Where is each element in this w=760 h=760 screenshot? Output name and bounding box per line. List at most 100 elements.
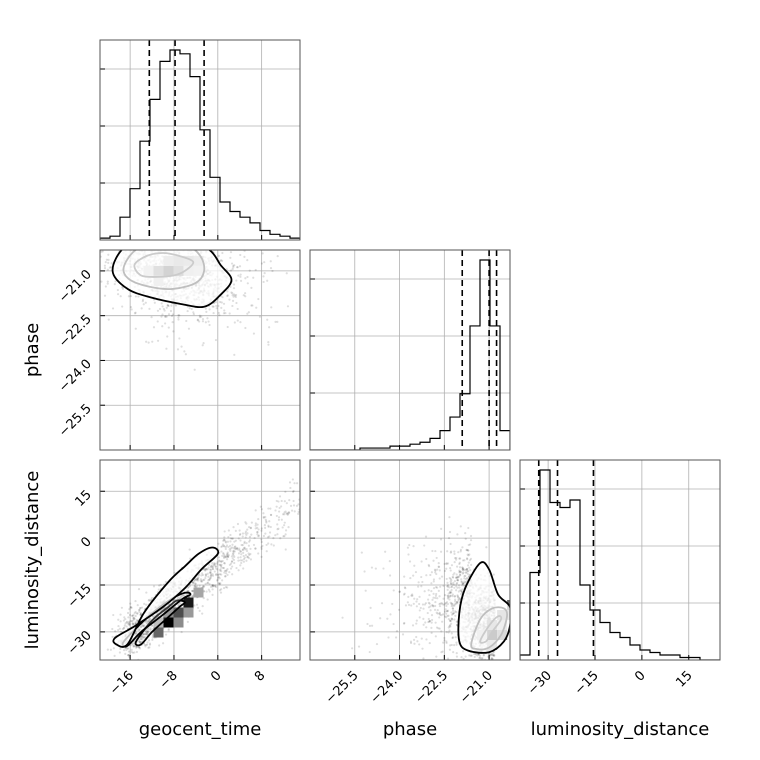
scatter-point xyxy=(217,556,221,559)
scatter-point xyxy=(206,317,209,320)
scatter-point xyxy=(126,611,130,615)
scatter-point xyxy=(442,597,445,600)
scatter-point xyxy=(461,582,464,585)
scatter-point xyxy=(229,251,233,254)
scatter-point xyxy=(421,603,425,606)
scatter-point xyxy=(177,604,180,607)
scatter-point xyxy=(239,279,243,283)
scatter-point xyxy=(437,565,440,568)
scatter-point xyxy=(238,547,241,550)
scatter-point xyxy=(134,621,137,624)
scatter-point xyxy=(204,574,207,578)
scatter-point xyxy=(123,624,126,627)
scatter-point xyxy=(142,633,145,636)
scatter-point xyxy=(450,591,453,594)
scatter-point xyxy=(252,332,256,335)
scatter-point xyxy=(134,599,137,603)
scatter-point xyxy=(485,546,488,549)
scatter-point xyxy=(459,525,462,528)
scatter-point xyxy=(227,536,230,539)
scatter-point xyxy=(407,553,410,556)
scatter-point xyxy=(123,626,126,629)
scatter-point xyxy=(434,596,437,600)
scatter-point xyxy=(146,631,149,634)
scatter-point xyxy=(200,579,203,582)
scatter-point xyxy=(244,530,248,533)
scatter-point xyxy=(246,555,249,558)
scatter-point xyxy=(223,575,227,578)
scatter-point xyxy=(142,624,145,627)
scatter-point xyxy=(129,602,132,605)
scatter-point xyxy=(493,654,496,657)
scatter-point xyxy=(268,326,271,329)
scatter-point xyxy=(201,344,204,347)
scatter-point xyxy=(270,543,273,546)
scatter-point xyxy=(219,582,222,585)
scatter-point xyxy=(406,601,409,604)
scatter-point xyxy=(112,647,115,650)
scatter-point xyxy=(190,595,193,598)
scatter-point xyxy=(245,522,248,525)
scatter-point xyxy=(148,618,151,622)
scatter-point xyxy=(440,602,443,605)
scatter-point xyxy=(140,638,143,641)
scatter-point xyxy=(493,653,496,656)
scatter-point xyxy=(444,602,447,605)
scatter-point xyxy=(196,577,200,580)
scatter-point xyxy=(107,261,110,264)
scatter-point xyxy=(293,482,296,485)
scatter-point xyxy=(462,582,465,585)
scatter-point xyxy=(448,586,451,589)
scatter-point xyxy=(447,631,450,634)
scatter-point xyxy=(458,566,462,569)
scatter-point xyxy=(221,566,225,570)
scatter-point xyxy=(418,643,421,646)
scatter-point xyxy=(147,618,150,621)
scatter-point xyxy=(233,264,236,267)
scatter-point xyxy=(445,612,448,615)
scatter-point xyxy=(404,604,408,607)
scatter-point xyxy=(122,649,126,652)
scatter-point xyxy=(369,606,372,609)
scatter-point xyxy=(260,527,263,530)
scatter-point xyxy=(245,542,248,545)
scatter-point xyxy=(243,546,246,549)
scatter-point xyxy=(455,589,458,592)
scatter-point xyxy=(218,559,221,562)
scatter-point xyxy=(217,576,220,579)
scatter-point xyxy=(139,611,142,615)
scatter-point xyxy=(420,585,423,588)
scatter-point xyxy=(465,568,468,571)
scatter-point xyxy=(428,619,432,623)
scatter-point xyxy=(233,321,236,324)
scatter-point xyxy=(215,304,218,308)
scatter-point xyxy=(196,577,199,580)
scatter-point xyxy=(222,302,226,305)
scatter-point xyxy=(229,540,232,543)
scatter-point xyxy=(201,612,204,615)
scatter-point xyxy=(467,561,470,564)
scatter-point xyxy=(419,606,422,610)
scatter-point xyxy=(222,553,225,556)
histogram-geocent_time-frame xyxy=(99,39,301,241)
scatter-point xyxy=(437,589,440,592)
scatter-point xyxy=(262,515,265,519)
scatter-point xyxy=(204,576,207,580)
scatter-point xyxy=(263,272,266,275)
scatter-point xyxy=(149,599,152,603)
scatter-point xyxy=(452,611,456,615)
scatter-point xyxy=(278,495,282,498)
scatter-point xyxy=(204,582,207,585)
scatter-point xyxy=(429,573,432,577)
scatter-point xyxy=(436,568,439,571)
scatter-point xyxy=(192,312,195,316)
scatter-point xyxy=(487,656,491,659)
scatter-point xyxy=(428,602,431,605)
scatter-point xyxy=(130,648,133,651)
scatter-point xyxy=(231,299,235,303)
scatter-point xyxy=(276,320,279,324)
scatter-point xyxy=(449,590,452,593)
scatter-point xyxy=(445,604,448,607)
scatter-point xyxy=(443,639,446,642)
